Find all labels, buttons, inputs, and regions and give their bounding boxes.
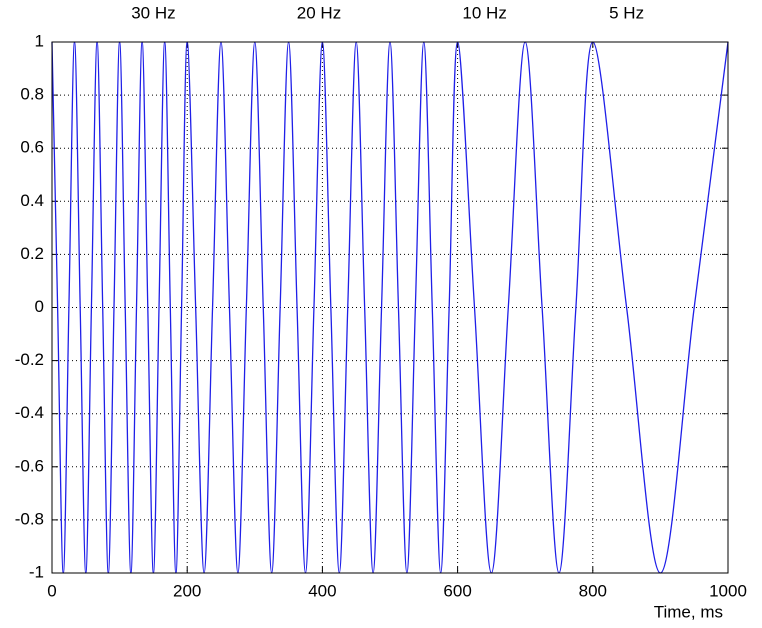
x-tick-label: 400	[308, 581, 336, 600]
y-tick-label: -1	[29, 562, 44, 581]
annotation: 20 Hz	[297, 3, 341, 22]
y-tick-label: 0	[35, 297, 44, 316]
y-tick-label: 1	[35, 31, 44, 50]
y-tick-label: 0.6	[20, 138, 44, 157]
x-axis-label: Time, ms	[654, 602, 723, 621]
annotation: 10 Hz	[462, 3, 506, 22]
axes-box	[51, 41, 729, 574]
annotation: 5 Hz	[609, 3, 644, 22]
annotation: 30 Hz	[131, 3, 175, 22]
y-tick-label: -0.6	[15, 456, 44, 475]
x-tick-label: 0	[47, 581, 56, 600]
x-tick-label: 600	[443, 581, 471, 600]
x-tick-label: 200	[173, 581, 201, 600]
y-tick-label: -0.2	[15, 350, 44, 369]
y-tick-label: -0.8	[15, 509, 44, 528]
y-tick-label: 0.2	[20, 244, 44, 263]
x-tick-label: 1000	[709, 581, 747, 600]
y-tick-label: 0.8	[20, 85, 44, 104]
y-tick-label: 0.4	[20, 191, 44, 210]
x-tick-label: 800	[579, 581, 607, 600]
y-tick-label: -0.4	[15, 403, 44, 422]
